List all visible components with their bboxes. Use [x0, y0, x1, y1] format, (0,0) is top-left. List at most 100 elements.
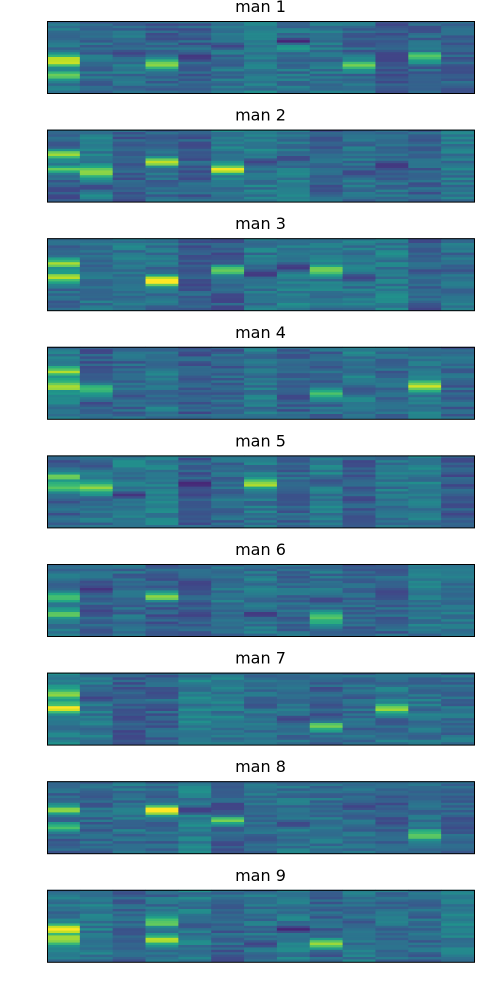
- heatmap-cell: [47, 566, 81, 570]
- heatmap-cell: [276, 455, 311, 459]
- heatmap-cell: [178, 78, 212, 82]
- heatmap-cell: [47, 78, 81, 82]
- heatmap-cell: [79, 64, 114, 67]
- heatmap-cell: [408, 959, 442, 963]
- heatmap-cell: [309, 414, 344, 417]
- heatmap-cell: [211, 307, 245, 311]
- heatmap-cell: [342, 930, 376, 934]
- heatmap-cell: [375, 283, 409, 287]
- heatmap-cell: [178, 843, 212, 847]
- heatmap-cell: [276, 493, 311, 497]
- heatmap-cell: [178, 25, 212, 29]
- heatmap-cell: [211, 831, 245, 835]
- heatmap-cell: [309, 484, 344, 487]
- heatmap-cell: [441, 609, 475, 613]
- heatmap-cell: [47, 477, 81, 480]
- heatmap-cell: [244, 279, 278, 282]
- heatmap-cell: [342, 687, 376, 690]
- heatmap-cell: [309, 153, 344, 157]
- heatmap-cell: [342, 184, 376, 188]
- heatmap-cell: [375, 469, 409, 473]
- heatmap-cell: [211, 392, 245, 396]
- heatmap-cell: [145, 614, 179, 618]
- heatmap-cell: [178, 501, 212, 504]
- heatmap-cell: [342, 409, 376, 412]
- heatmap-cell: [211, 916, 245, 919]
- heatmap-cell: [244, 406, 278, 410]
- heatmap-cell: [244, 303, 278, 306]
- heatmap-cell: [342, 493, 376, 497]
- heatmap-cell: [145, 947, 179, 951]
- heatmap-cell: [408, 363, 442, 367]
- heatmap-cell: [342, 54, 376, 58]
- heatmap-cell: [244, 363, 278, 367]
- heatmap-cell: [244, 37, 278, 41]
- heatmap-cell: [375, 390, 409, 393]
- heatmap-cell: [178, 899, 212, 903]
- heatmap-cell: [47, 525, 81, 528]
- heatmap-cell: [47, 904, 81, 907]
- heatmap-cell: [276, 682, 311, 685]
- heatmap-cell: [211, 805, 245, 808]
- heatmap-cell: [408, 351, 442, 355]
- heatmap-cell: [276, 795, 311, 799]
- heatmap-cell: [145, 624, 179, 627]
- heatmap-cell: [441, 136, 475, 140]
- heatmap-cell: [47, 163, 81, 166]
- heatmap-cell: [79, 472, 114, 475]
- heatmap-cell: [375, 61, 409, 65]
- heatmap-cell: [145, 182, 179, 186]
- heatmap-cell: [441, 909, 475, 912]
- heatmap-cell: [79, 812, 114, 816]
- heatmap-cell: [309, 250, 344, 253]
- heatmap-cell: [408, 607, 442, 610]
- heatmap-cell: [408, 378, 442, 381]
- heatmap-cell: [112, 819, 146, 823]
- heatmap-cell: [47, 496, 81, 499]
- heatmap-cell: [211, 64, 245, 67]
- heatmap-cell: [408, 64, 442, 67]
- heatmap-cell: [79, 351, 114, 355]
- heatmap-cell: [342, 49, 376, 53]
- heatmap-cell: [79, 199, 114, 202]
- heatmap-cell: [178, 585, 212, 589]
- heatmap-cell: [309, 928, 344, 931]
- heatmap-cell: [47, 790, 81, 794]
- heatmap-cell: [342, 158, 376, 162]
- heatmap-cell: [178, 271, 212, 275]
- heatmap-cell: [79, 790, 114, 794]
- heatmap-cell: [47, 300, 81, 304]
- heatmap-cell: [79, 904, 114, 907]
- heatmap-cell: [211, 76, 245, 79]
- heatmap-cell: [276, 595, 311, 598]
- heatmap-cell: [47, 257, 81, 261]
- heatmap-cell: [211, 737, 245, 741]
- heatmap-cell: [342, 30, 376, 34]
- heatmap-cell: [211, 269, 245, 273]
- heatmap-cell: [408, 742, 442, 745]
- heatmap-cell: [441, 628, 475, 632]
- heatmap-cell: [47, 370, 81, 374]
- heatmap-cell: [47, 47, 81, 51]
- heatmap-cell: [211, 148, 245, 152]
- heatmap-cell: [145, 952, 179, 955]
- heatmap-cell: [211, 706, 245, 709]
- heatmap-cell: [309, 465, 344, 468]
- heatmap-cell: [145, 180, 179, 183]
- heatmap-cell: [145, 672, 179, 676]
- heatmap-cell: [211, 802, 245, 806]
- heatmap-cell: [112, 786, 146, 789]
- heatmap-cell: [408, 720, 442, 724]
- heatmap-cell: [178, 300, 212, 304]
- heatmap-cell: [145, 725, 179, 729]
- heatmap-cell: [342, 28, 376, 31]
- heatmap-cell: [244, 508, 278, 511]
- heatmap-cell: [276, 397, 311, 400]
- heatmap-cell: [145, 612, 179, 615]
- heatmap-cell: [342, 798, 376, 801]
- heatmap-cell: [112, 45, 146, 48]
- heatmap-cell: [112, 672, 146, 676]
- heatmap-cell: [276, 54, 311, 58]
- heatmap-cell: [47, 467, 81, 471]
- heatmap-cell: [309, 592, 344, 596]
